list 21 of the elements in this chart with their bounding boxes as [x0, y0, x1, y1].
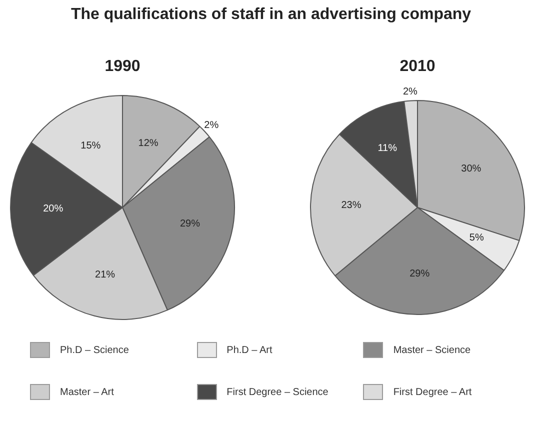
data-label: 11%	[378, 143, 398, 154]
data-label: 2%	[204, 120, 219, 132]
data-label: 12%	[138, 138, 158, 149]
chart-title: The qualifications of staff in an advertising company	[70, 6, 472, 24]
legend-label: First Degree – Science	[226, 386, 328, 398]
data-label: 29%	[410, 268, 430, 280]
data-label: 30%	[461, 163, 482, 174]
legend-label: First Degree – Art	[393, 386, 472, 398]
data-label: 20%	[43, 203, 64, 214]
data-label: 23%	[341, 200, 362, 212]
legend-label: Master – Art	[60, 386, 114, 398]
data-label: 5%	[469, 232, 484, 244]
data-label: 21%	[95, 269, 116, 280]
slice-label: 1990	[104, 58, 142, 77]
legend-label: Ph.D – Art	[226, 344, 272, 356]
data-label: 29%	[180, 218, 200, 230]
legend-label: Master – Science	[393, 344, 471, 356]
legend-label: Ph.D – Science	[60, 344, 129, 356]
data-label: 2%	[402, 86, 418, 98]
slice-label: 2010	[398, 58, 436, 77]
data-label: 15%	[80, 140, 101, 152]
